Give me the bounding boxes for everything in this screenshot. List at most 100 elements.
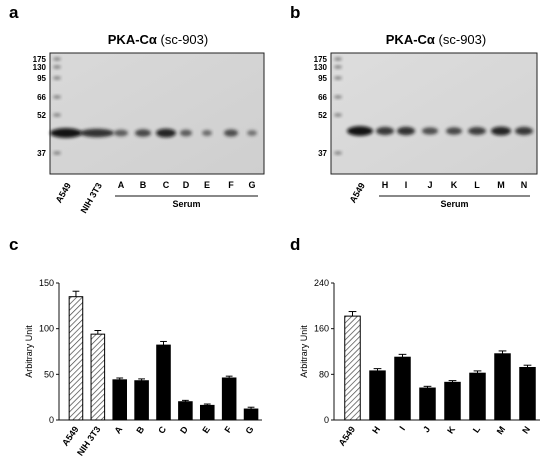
bar-chart-d: 0 80 160 240 Arbitrary Unit A549 H I J K L M N [299,278,540,448]
bar [199,404,215,421]
blot-membrane-a [49,52,265,175]
protein-band [135,129,151,137]
blot-title-b-protein: PKA-Cα [386,32,435,47]
mw-marker-label: 52 [37,111,46,120]
bar [444,381,461,421]
protein-band [397,126,415,136]
blot-title-b: PKA-Cα (sc-903) [386,32,486,47]
lane-label: A [118,180,125,190]
ladder-band [53,76,61,80]
lane-label: C [163,180,170,190]
ladder-band [53,57,61,61]
mw-marker-label: 130 [314,63,328,72]
protein-band [376,126,394,136]
lane-label: I [405,180,408,190]
panel-letter-c: c [9,235,18,254]
lane-label: L [474,180,480,190]
protein-band [80,128,114,138]
protein-band [156,128,176,138]
x-tick-label: E [200,424,212,435]
y-tick-label: 0 [49,415,54,425]
lane-label: J [427,180,432,190]
panel-letter-d: d [290,235,300,254]
x-tick-label: B [134,424,146,435]
mw-marker-label: 130 [33,63,47,72]
lane-label: K [451,180,458,190]
protein-band [114,129,128,137]
protein-band [180,129,192,137]
bar [344,315,361,421]
blot-membrane-b [330,52,538,175]
y-axis-label: Arbitrary Unit [299,325,309,378]
blot-title-b-antibody: (sc-903) [435,32,486,47]
y-tick-label: 0 [324,415,329,425]
bar [134,380,149,421]
bar [112,379,128,421]
bar [68,296,84,421]
bar [156,344,171,421]
protein-band [224,129,238,137]
bar [394,356,411,421]
mw-marker-label: 175 [314,55,328,64]
lane-label: D [183,180,190,190]
serum-group-label: Serum [440,199,468,209]
lane-label: B [140,180,147,190]
mw-marker-label: 37 [37,149,46,158]
protein-band [422,127,438,135]
lane-label: H [382,180,389,190]
x-tick-label: D [178,424,190,435]
ladder-band [334,113,342,117]
ladder-band [53,65,61,69]
y-tick-label: 100 [39,324,54,334]
ladder-band [53,95,61,99]
protein-band [515,126,533,136]
bar [369,370,386,421]
bar [221,377,237,421]
ladder-band [334,65,342,69]
mw-marker-label: 37 [318,149,327,158]
lane-label: A549 [54,181,73,205]
lane-label: NIH 3T3 [79,181,104,215]
y-tick-label: 80 [319,369,329,379]
protein-band [491,126,511,136]
x-tick-label: F [222,424,234,435]
bar [469,372,486,421]
mw-marker-label: 52 [318,111,327,120]
bar [178,401,193,421]
ladder-band [53,113,61,117]
serum-group-label: Serum [172,199,200,209]
panel-letter-b: b [290,3,300,22]
x-tick-label: I [398,424,408,432]
mw-marker-label: 95 [318,74,327,83]
x-tick-label: N [520,424,532,435]
ladder-band [53,151,61,155]
protein-band [446,127,462,135]
x-tick-label: A549 [337,424,358,447]
y-tick-label: 150 [39,278,54,288]
protein-band [347,126,373,136]
lane-label: N [521,180,528,190]
blot-title-a-antibody: (sc-903) [157,32,208,47]
mw-marker-label: 175 [33,55,47,64]
mw-marker-label: 66 [37,93,46,102]
x-tick-label: G [243,424,255,435]
y-tick-label: 50 [44,369,54,379]
lane-label: A549 [348,181,367,205]
x-tick-label: J [421,424,432,434]
protein-band [468,127,486,135]
bar [90,333,106,421]
lane-label: F [228,180,234,190]
x-tick-label: H [370,424,382,435]
bar [519,366,536,421]
bar [419,387,436,421]
mw-marker-label: 66 [318,93,327,102]
ladder-band [334,95,342,99]
protein-band [202,129,212,137]
y-tick-label: 160 [314,324,329,334]
bar [243,408,259,421]
x-tick-label: K [445,424,457,435]
x-tick-label: A [112,424,124,435]
ladder-band [334,57,342,61]
